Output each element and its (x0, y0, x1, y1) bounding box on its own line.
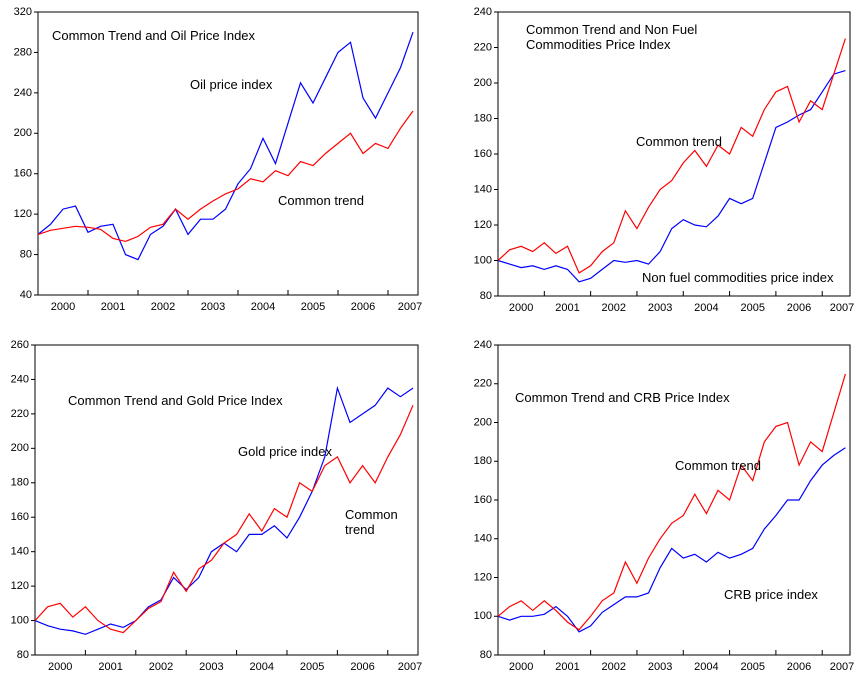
y-tick-label: 140 (11, 546, 29, 558)
x-tick-label: 2007 (830, 661, 854, 673)
y-tick-label: 80 (20, 248, 32, 260)
y-tick-label: 40 (20, 289, 32, 301)
x-tick-label: 2003 (201, 301, 225, 313)
y-tick-label: 100 (11, 614, 29, 626)
y-tick-label: 100 (474, 254, 492, 266)
x-tick-label: 2000 (509, 661, 533, 673)
y-tick-label: 120 (474, 219, 492, 231)
x-tick-label: 2000 (51, 301, 75, 313)
y-tick-label: 260 (11, 339, 29, 351)
series-label: Common trend (675, 458, 761, 473)
x-tick-label: 2004 (251, 301, 275, 313)
x-tick-label: 2001 (555, 661, 579, 673)
x-tick-label: 2004 (694, 302, 718, 314)
series-label: Common trend (636, 134, 722, 149)
x-tick-label: 2003 (648, 302, 672, 314)
y-tick-label: 320 (14, 6, 32, 18)
line-series (497, 447, 846, 633)
series-label: Common trend (278, 193, 364, 208)
y-tick-label: 180 (11, 477, 29, 489)
chart-title: Common Trend and CRB Price Index (515, 390, 730, 405)
x-tick-label: 2001 (98, 661, 122, 673)
x-tick-label: 2002 (151, 301, 175, 313)
x-tick-label: 2003 (648, 661, 672, 673)
y-tick-label: 180 (474, 112, 492, 124)
line-series (37, 110, 414, 243)
x-tick-label: 2005 (301, 301, 325, 313)
series-label: Gold price index (238, 444, 332, 459)
y-tick-label: 140 (474, 533, 492, 545)
x-tick-label: 2006 (787, 661, 811, 673)
x-tick-label: 2006 (350, 661, 374, 673)
y-tick-label: 160 (474, 148, 492, 160)
y-tick-label: 240 (14, 87, 32, 99)
x-tick-label: 2005 (740, 302, 764, 314)
y-tick-label: 80 (480, 649, 492, 661)
x-tick-label: 2005 (300, 661, 324, 673)
line-series (37, 32, 414, 261)
y-tick-label: 200 (11, 442, 29, 454)
x-tick-label: 2003 (199, 661, 223, 673)
x-tick-label: 2002 (602, 661, 626, 673)
y-tick-label: 100 (474, 610, 492, 622)
x-tick-label: 2004 (694, 661, 718, 673)
y-tick-label: 80 (17, 649, 29, 661)
y-tick-label: 200 (474, 77, 492, 89)
y-tick-label: 220 (11, 408, 29, 420)
y-tick-label: 120 (474, 571, 492, 583)
x-tick-label: 2002 (602, 302, 626, 314)
x-tick-label: 2001 (555, 302, 579, 314)
y-tick-label: 160 (11, 511, 29, 523)
y-tick-label: 120 (11, 580, 29, 592)
plot-frame (34, 344, 419, 656)
series-label: Non fuel commodities price index (642, 270, 834, 285)
y-tick-label: 180 (474, 455, 492, 467)
x-tick-label: 2005 (740, 661, 764, 673)
x-tick-label: 2007 (830, 302, 854, 314)
line-series (497, 38, 846, 274)
x-tick-label: 2000 (509, 302, 533, 314)
y-tick-label: 80 (480, 290, 492, 302)
y-tick-label: 220 (474, 378, 492, 390)
x-tick-label: 2004 (250, 661, 274, 673)
x-tick-label: 2000 (48, 661, 72, 673)
x-tick-label: 2001 (101, 301, 125, 313)
y-tick-label: 220 (474, 41, 492, 53)
y-tick-label: 160 (474, 494, 492, 506)
y-tick-label: 240 (474, 339, 492, 351)
chart-title: Common Trend and Gold Price Index (68, 393, 283, 408)
plot-frame (37, 11, 419, 296)
y-tick-label: 140 (474, 183, 492, 195)
line-series (497, 70, 846, 283)
x-tick-label: 2006 (787, 302, 811, 314)
y-tick-label: 280 (14, 46, 32, 58)
line-series (34, 405, 414, 634)
y-tick-label: 120 (14, 208, 32, 220)
series-label: Common trend (345, 507, 398, 537)
chart-title: Common Trend and Non Fuel Commodities Pr… (526, 22, 698, 52)
x-tick-label: 2007 (398, 661, 422, 673)
y-tick-label: 240 (11, 373, 29, 385)
y-tick-label: 200 (14, 127, 32, 139)
x-tick-label: 2007 (398, 301, 422, 313)
x-tick-label: 2002 (149, 661, 173, 673)
y-tick-label: 200 (474, 416, 492, 428)
chart-title: Common Trend and Oil Price Index (52, 28, 256, 43)
series-label: CRB price index (724, 587, 818, 602)
x-tick-label: 2006 (351, 301, 375, 313)
y-tick-label: 160 (14, 168, 32, 180)
series-label: Oil price index (190, 77, 273, 92)
line-series (497, 373, 846, 631)
y-tick-label: 240 (474, 6, 492, 18)
plot-frame (497, 11, 851, 297)
